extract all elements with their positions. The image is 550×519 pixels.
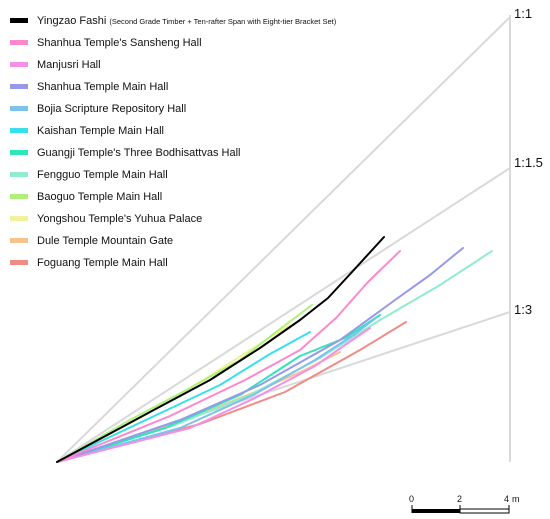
legend-swatch	[10, 150, 28, 155]
shanhua-sansheng-curve	[56, 250, 401, 463]
shanhua-main-curve	[56, 247, 464, 463]
legend-label: Dule Temple Mountain Gate	[37, 235, 174, 247]
slope-label-1-1.5: 1:1.5	[514, 155, 543, 170]
legend-label: Bojia Scripture Repository Hall	[37, 103, 187, 115]
legend-swatch	[10, 172, 28, 177]
legend-swatch	[10, 194, 28, 199]
slope-guide-1-1.5	[56, 167, 511, 463]
roof-curves	[56, 236, 493, 463]
slope-guide-1-1	[56, 16, 511, 463]
yingzao-fashi-curve	[56, 236, 385, 463]
kaishan-curve	[56, 331, 311, 463]
legend-label: Kaishan Temple Main Hall	[37, 125, 164, 137]
legend-swatch	[10, 18, 28, 23]
legend-label: Foguang Temple Main Hall	[37, 257, 168, 269]
legend-swatch	[10, 216, 28, 221]
slope-label-1-1: 1:1	[514, 6, 533, 21]
legend-label: Baoguo Temple Main Hall	[37, 191, 163, 203]
legend-swatch	[10, 62, 28, 67]
legend-label: Guangji Temple's Three Bodhisattvas Hall	[37, 147, 241, 159]
slope-label-1-3: 1:3	[514, 302, 533, 317]
legend-label: Yingzao Fashi	[37, 15, 107, 27]
scale-bar-white-segment	[459, 508, 510, 514]
scale-label-unit: m	[512, 494, 520, 504]
legend-swatch	[10, 40, 28, 45]
legend-swatch	[10, 106, 28, 111]
scale-bar-black-segment	[412, 509, 460, 513]
scale-label-2: 2	[457, 494, 463, 504]
legend-label: Yongshou Temple's Yuhua Palace	[37, 213, 203, 225]
guangji-curve	[56, 314, 381, 463]
fengguo-curve	[56, 250, 493, 463]
scale-bar	[411, 505, 510, 514]
legend-label: Manjusri Hall	[37, 59, 101, 71]
legend-swatch	[10, 238, 28, 243]
legend-swatch	[10, 128, 28, 133]
manjusri-curve	[56, 327, 371, 463]
baoguo-curve	[56, 304, 313, 463]
legend-swatch	[10, 260, 28, 265]
legend-label: Shanhua Temple's Sansheng Hall	[37, 37, 202, 49]
legend-note: (Second Grade Timber + Ten-rafter Span w…	[109, 17, 337, 26]
bojia-curve	[56, 317, 377, 463]
legend-label: Shanhua Temple Main Hall	[37, 81, 169, 93]
legend-swatch	[10, 84, 28, 89]
scale-label-4: 4	[504, 494, 510, 504]
legend-label: Fengguo Temple Main Hall	[37, 169, 168, 181]
scale-label-0: 0	[409, 494, 415, 504]
